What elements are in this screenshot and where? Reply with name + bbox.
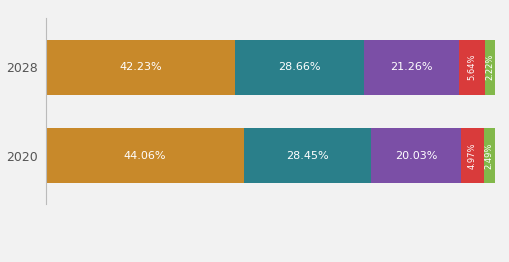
Text: 2.49%: 2.49% (484, 143, 493, 169)
Bar (235, 40, 363, 95)
Text: 44.06%: 44.06% (123, 151, 166, 161)
Text: 20.03%: 20.03% (394, 151, 437, 161)
Text: 4.97%: 4.97% (467, 142, 476, 169)
Bar (363, 40, 459, 95)
Text: 21.26%: 21.26% (390, 62, 432, 72)
Text: 2.22%: 2.22% (484, 54, 493, 80)
Text: 5.64%: 5.64% (467, 54, 476, 80)
Bar (243, 128, 371, 183)
Text: 28.45%: 28.45% (286, 151, 328, 161)
Bar (460, 128, 483, 183)
Legend: North America, Europe, Asia Pacific, Central & South America, Middle East & Afri: North America, Europe, Asia Pacific, Cen… (33, 260, 507, 262)
Bar (46, 128, 243, 183)
Text: 28.66%: 28.66% (278, 62, 320, 72)
Bar (483, 128, 494, 183)
Text: 42.23%: 42.23% (119, 62, 162, 72)
Bar (459, 40, 484, 95)
Bar (46, 40, 235, 95)
Bar (371, 128, 460, 183)
Bar (484, 40, 494, 95)
